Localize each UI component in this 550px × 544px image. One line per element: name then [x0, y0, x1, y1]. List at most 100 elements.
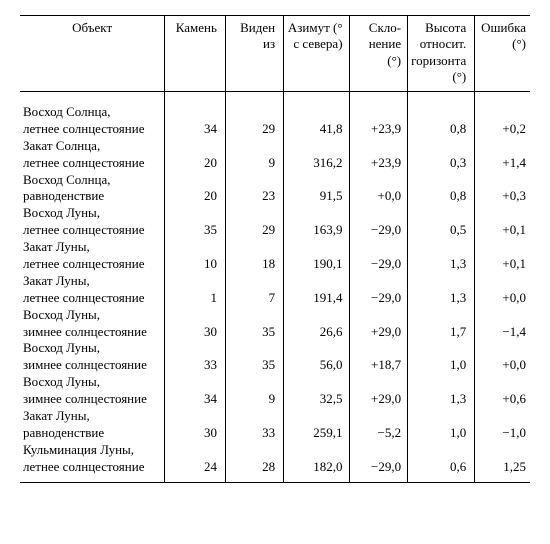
cell-altitude: 1,7: [408, 324, 475, 341]
cell-azimuth: 163,9: [284, 222, 349, 239]
cell-altitude: 0,6: [408, 459, 475, 482]
cell-error: −1,4: [475, 324, 530, 341]
cell-declination: −29,0: [349, 256, 408, 273]
header-seen-from: Виден из: [225, 16, 283, 92]
cell-stone: 20: [165, 188, 226, 205]
cell-object: Закат Луны,: [20, 408, 165, 425]
cell-seen-from: 9: [225, 391, 283, 408]
header-stone: Камень: [165, 16, 226, 92]
cell-object: летнее солнцестояние: [20, 121, 165, 138]
cell-error: +0,1: [475, 222, 530, 239]
cell-object: летнее солнцестояние: [20, 155, 165, 172]
cell-stone: 34: [165, 121, 226, 138]
cell-stone: 30: [165, 425, 226, 442]
cell-stone: 24: [165, 459, 226, 482]
cell-altitude: 0,5: [408, 222, 475, 239]
table-row: Восход Луны,: [20, 205, 530, 222]
table-row: Закат Луны,: [20, 273, 530, 290]
cell-object: Восход Луны,: [20, 340, 165, 357]
cell-object: летнее солнцестояние: [20, 256, 165, 273]
table-row: летнее солнцестояние209316,2+23,90,3+1,4: [20, 155, 530, 172]
cell-declination: −29,0: [349, 290, 408, 307]
table-row: Восход Луны,: [20, 307, 530, 324]
table-row: зимнее солнцестояние34932,5+29,01,3+0,6: [20, 391, 530, 408]
cell-object: Восход Луны,: [20, 205, 165, 222]
cell-declination: +18,7: [349, 357, 408, 374]
table-row: летнее солнцестояние3529163,9−29,00,5+0,…: [20, 222, 530, 239]
cell-seen-from: 18: [225, 256, 283, 273]
table-row: Восход Луны,: [20, 340, 530, 357]
cell-object: Кульминация Луны,: [20, 442, 165, 459]
cell-stone: 20: [165, 155, 226, 172]
cell-stone: 30: [165, 324, 226, 341]
cell-seen-from: 33: [225, 425, 283, 442]
header-declination: Скло­нение (°): [349, 16, 408, 92]
table-row: зимнее солнцестояние303526,6+29,01,7−1,4: [20, 324, 530, 341]
table-row: летнее солнцестояние17191,4−29,01,3+0,0: [20, 290, 530, 307]
cell-object: Закат Луны,: [20, 273, 165, 290]
cell-seen-from: 29: [225, 222, 283, 239]
cell-altitude: 1,3: [408, 391, 475, 408]
cell-object: Восход Солнца,: [20, 104, 165, 121]
cell-object: Восход Луны,: [20, 307, 165, 324]
cell-stone: 35: [165, 222, 226, 239]
table-row: Закат Луны,: [20, 408, 530, 425]
table-row: Закат Луны,: [20, 239, 530, 256]
cell-azimuth: 32,5: [284, 391, 349, 408]
cell-altitude: 1,3: [408, 256, 475, 273]
header-object: Объект: [20, 16, 165, 92]
cell-object: летнее солнцестояние: [20, 290, 165, 307]
cell-object: зимнее солнцестояние: [20, 357, 165, 374]
table-row: Восход Солнца,: [20, 172, 530, 189]
cell-object: зимнее солнцестояние: [20, 324, 165, 341]
cell-azimuth: 26,6: [284, 324, 349, 341]
cell-altitude: 0,8: [408, 121, 475, 138]
cell-azimuth: 91,5: [284, 188, 349, 205]
cell-declination: −5,2: [349, 425, 408, 442]
table-row: летнее солнцестояние1018190,1−29,01,3+0,…: [20, 256, 530, 273]
cell-declination: +0,0: [349, 188, 408, 205]
cell-error: −1,0: [475, 425, 530, 442]
cell-declination: −29,0: [349, 222, 408, 239]
table-row: Закат Солнца,: [20, 138, 530, 155]
cell-object: равноденствие: [20, 425, 165, 442]
header-azimuth: Азимут (° с се­вера): [284, 16, 349, 92]
table-row: летнее солнцестояние2428182,0−29,00,61,2…: [20, 459, 530, 482]
cell-seen-from: 35: [225, 324, 283, 341]
cell-error: +0,1: [475, 256, 530, 273]
cell-declination: +29,0: [349, 324, 408, 341]
table-row: летнее солнцестояние342941,8+23,90,8+0,2: [20, 121, 530, 138]
cell-error: +0,0: [475, 357, 530, 374]
astronomical-alignments-table: Объект Камень Виден из Азимут (° с се­ве…: [20, 15, 530, 483]
cell-azimuth: 182,0: [284, 459, 349, 482]
header-error: Ошиб­ка (°): [475, 16, 530, 92]
cell-altitude: 1,0: [408, 357, 475, 374]
table-row: зимнее солнцестояние333556,0+18,71,0+0,0: [20, 357, 530, 374]
cell-declination: +23,9: [349, 121, 408, 138]
cell-altitude: 1,0: [408, 425, 475, 442]
cell-error: +0,2: [475, 121, 530, 138]
cell-azimuth: 41,8: [284, 121, 349, 138]
cell-seen-from: 9: [225, 155, 283, 172]
cell-object: Закат Солнца,: [20, 138, 165, 155]
cell-object: зимнее солнцестояние: [20, 391, 165, 408]
cell-azimuth: 259,1: [284, 425, 349, 442]
cell-object: равноденствие: [20, 188, 165, 205]
table-row: равноденствие3033259,1−5,21,0−1,0: [20, 425, 530, 442]
cell-stone: 1: [165, 290, 226, 307]
cell-azimuth: 56,0: [284, 357, 349, 374]
cell-object: Восход Солнца,: [20, 172, 165, 189]
cell-stone: 34: [165, 391, 226, 408]
cell-seen-from: 29: [225, 121, 283, 138]
table-row: Восход Луны,: [20, 374, 530, 391]
cell-object: летнее солнцестояние: [20, 222, 165, 239]
cell-declination: −29,0: [349, 459, 408, 482]
cell-stone: 10: [165, 256, 226, 273]
cell-object: Восход Луны,: [20, 374, 165, 391]
cell-seen-from: 7: [225, 290, 283, 307]
cell-error: +0,6: [475, 391, 530, 408]
table-row: Восход Солнца,: [20, 104, 530, 121]
table-row: равноденствие202391,5+0,00,8+0,3: [20, 188, 530, 205]
cell-azimuth: 190,1: [284, 256, 349, 273]
cell-altitude: 0,8: [408, 188, 475, 205]
